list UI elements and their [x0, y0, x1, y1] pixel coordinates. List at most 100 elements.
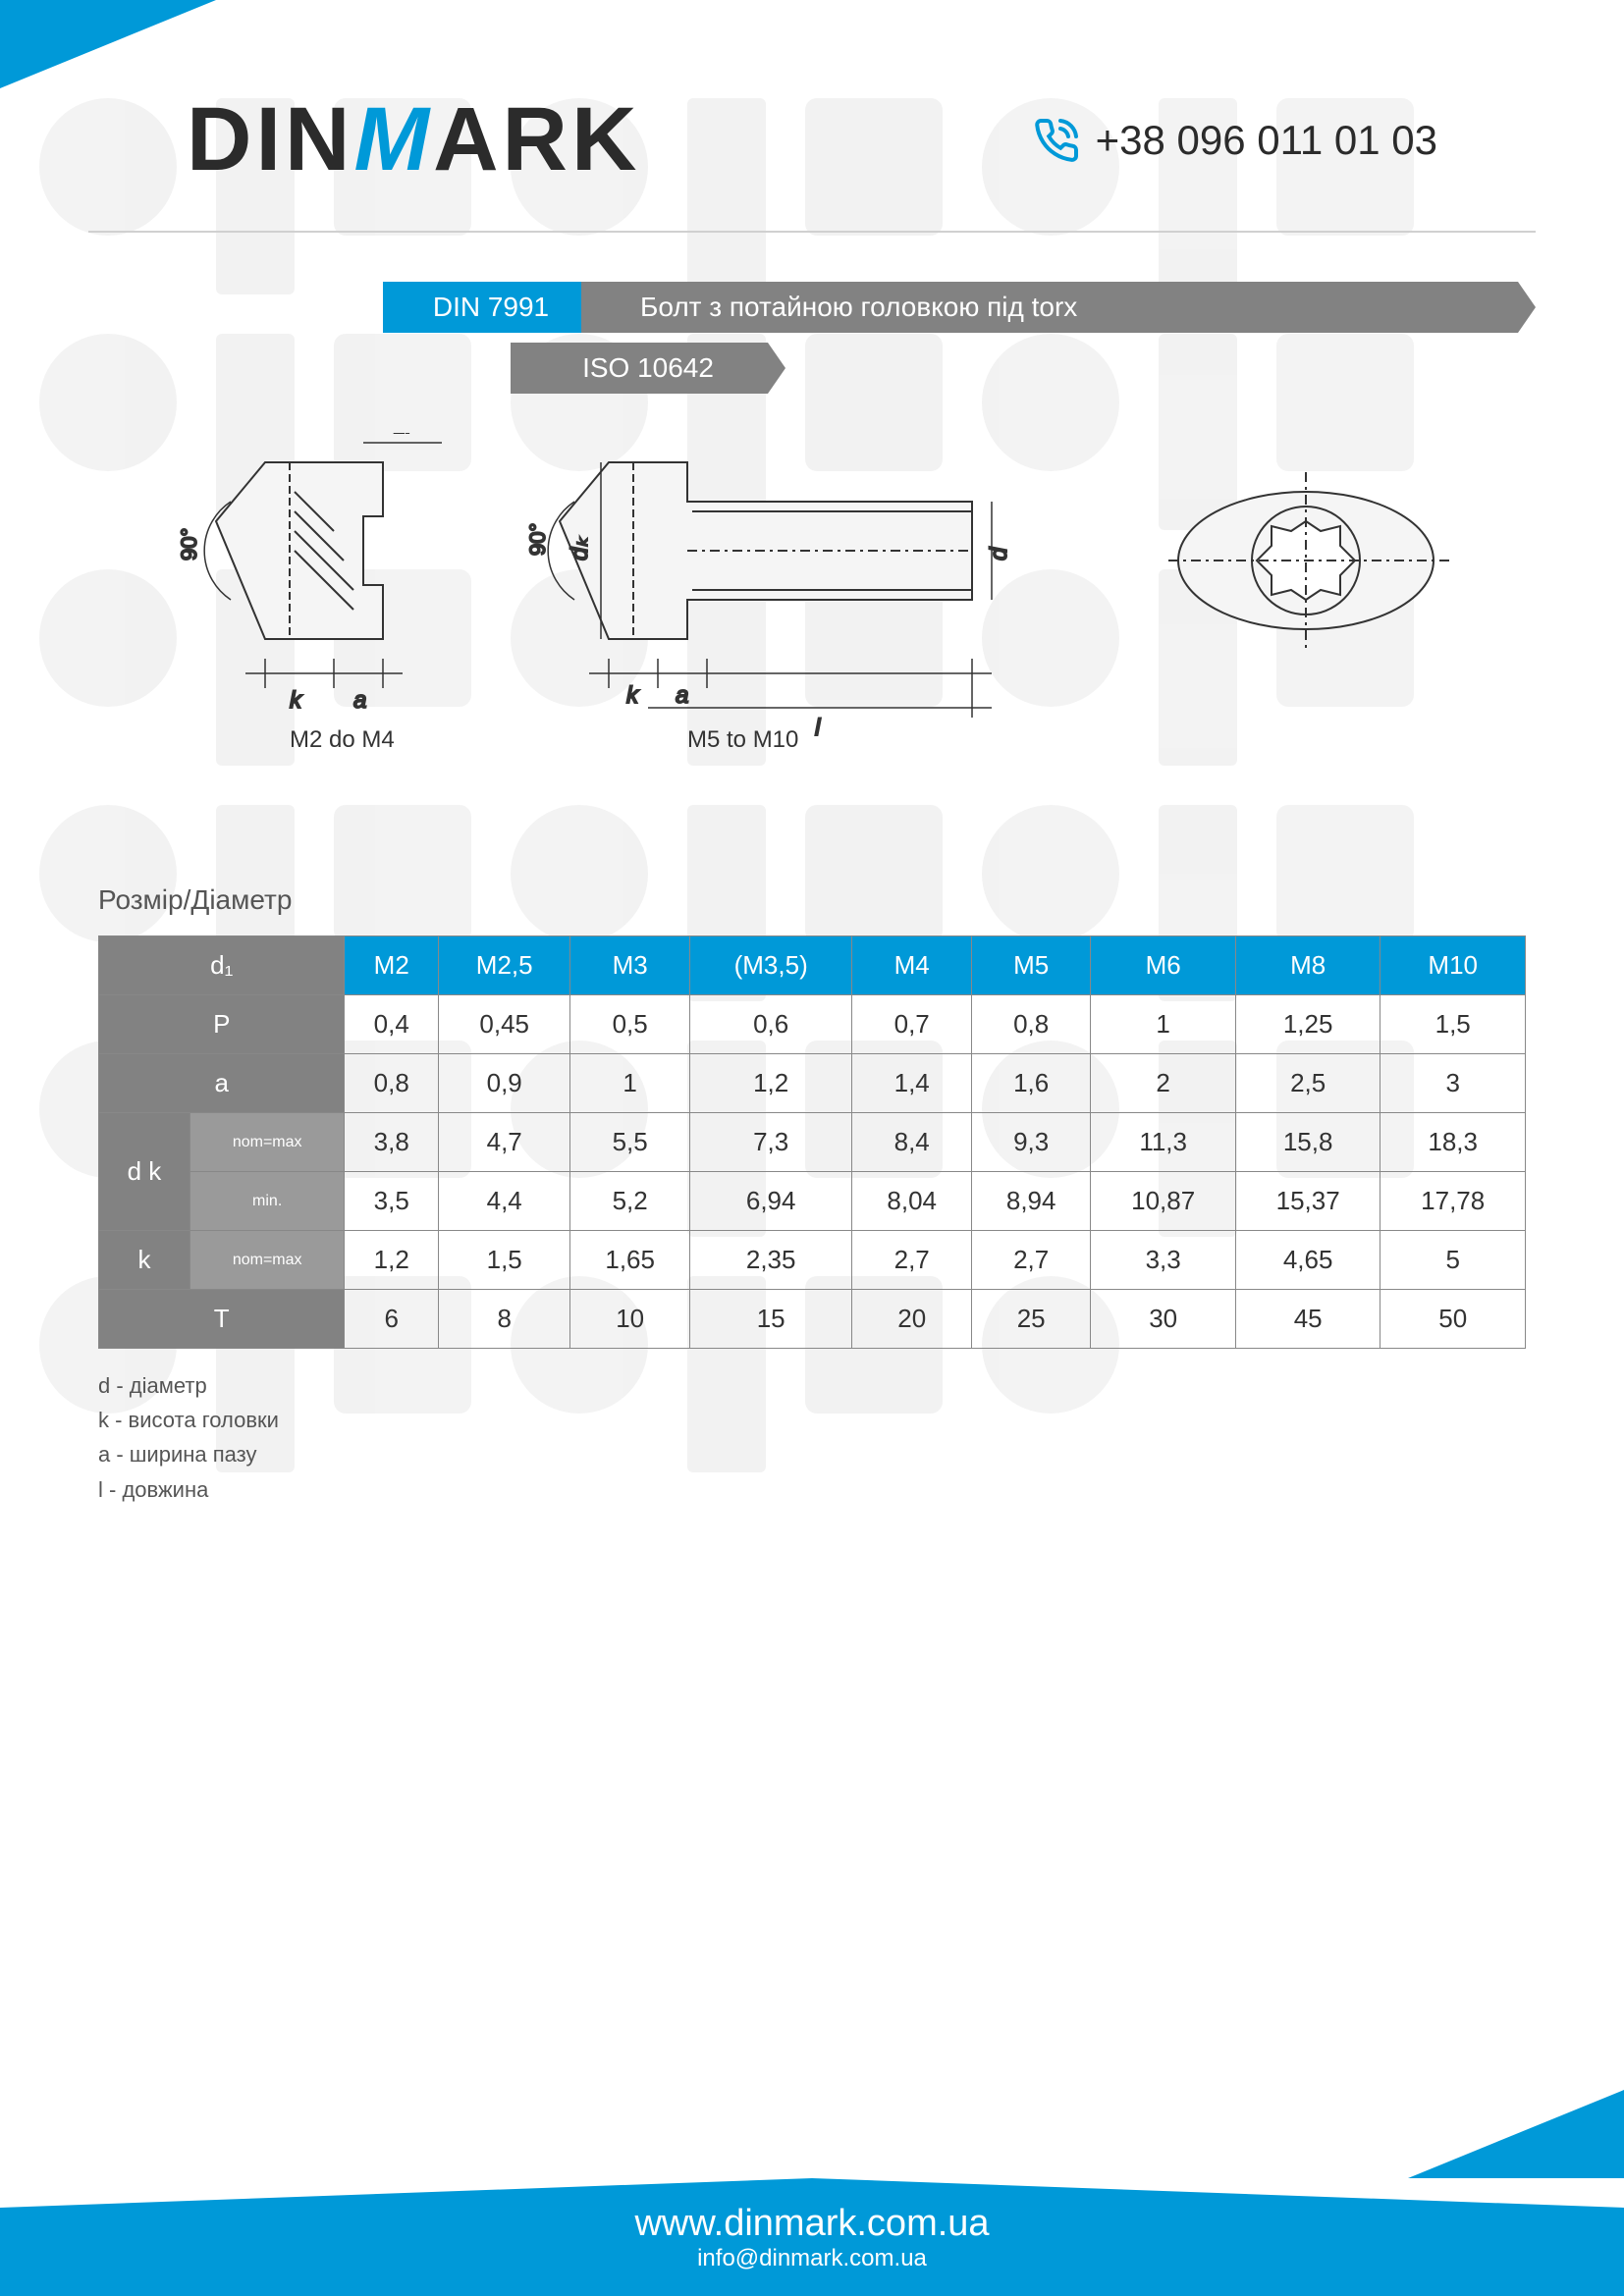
cell: 1,5: [438, 1231, 569, 1290]
footer-email: info@dinmark.com.ua: [697, 2245, 927, 2272]
cell: 1,65: [570, 1231, 689, 1290]
iso-tag: ISO 10642: [511, 343, 785, 394]
cell: 6,94: [689, 1172, 852, 1231]
legend-line: d - діаметр: [98, 1368, 1526, 1403]
cell: 15: [689, 1290, 852, 1349]
cell: 0,8: [345, 1054, 439, 1113]
cell: 6: [345, 1290, 439, 1349]
cell: 4,7: [438, 1113, 569, 1172]
col-header: M8: [1235, 936, 1380, 995]
cell: 0,6: [689, 995, 852, 1054]
cell: 8,94: [971, 1172, 1090, 1231]
cell: 3,5: [345, 1172, 439, 1231]
cell: 8,04: [852, 1172, 971, 1231]
header-label: d₁: [99, 936, 345, 995]
corner-decoration-bottom: [1408, 2090, 1624, 2178]
cell: 3: [1380, 1054, 1526, 1113]
cell: 25: [971, 1290, 1090, 1349]
col-header: M10: [1380, 936, 1526, 995]
cell: 0,45: [438, 995, 569, 1054]
cell: 1: [570, 1054, 689, 1113]
cell: 2,5: [1235, 1054, 1380, 1113]
cell: 4,65: [1235, 1231, 1380, 1290]
col-header: M2: [345, 936, 439, 995]
cell: 3,8: [345, 1113, 439, 1172]
legend-line: a - ширина пазу: [98, 1437, 1526, 1471]
phone: +38 096 011 01 03: [1033, 117, 1437, 164]
cell: 8,4: [852, 1113, 971, 1172]
cell: 17,78: [1380, 1172, 1526, 1231]
logo-accent: M: [353, 89, 433, 189]
dim-k-left: k: [290, 687, 303, 714]
cell: 18,3: [1380, 1113, 1526, 1172]
cell: 15,8: [1235, 1113, 1380, 1172]
cell: 1,2: [345, 1231, 439, 1290]
cell: 0,4: [345, 995, 439, 1054]
dim-d: d: [986, 547, 1012, 561]
footer-url: www.dinmark.com.ua: [634, 2203, 989, 2245]
cell: 7,3: [689, 1113, 852, 1172]
header: DINMARK +38 096 011 01 03: [88, 0, 1536, 233]
dim-a-mid: a: [676, 682, 688, 709]
cell: 1,4: [852, 1054, 971, 1113]
cell: 0,7: [852, 995, 971, 1054]
technical-diagrams: 90° 1P k a M2 do M4 90° dₖ: [98, 433, 1526, 767]
logo-pre: DIN: [187, 89, 353, 189]
logo-post: ARK: [433, 89, 640, 189]
diagram-label-left: M2 do M4: [290, 726, 395, 753]
cell: 11,3: [1091, 1113, 1235, 1172]
cell: 5,2: [570, 1172, 689, 1231]
cell: 1,6: [971, 1054, 1090, 1113]
cell: 0,5: [570, 995, 689, 1054]
cell: 1,2: [689, 1054, 852, 1113]
row-label: T: [99, 1290, 345, 1349]
dim-l: l: [815, 715, 821, 741]
cell: 10: [570, 1290, 689, 1349]
phone-icon: [1033, 117, 1080, 164]
dim-90-left: 90°: [177, 528, 201, 561]
dimensions-table: d₁ M2 M2,5 M3 (M3,5) M4 M5 M6 M8 M10 P0,…: [98, 935, 1526, 1349]
cell: 4,4: [438, 1172, 569, 1231]
cell: 0,8: [971, 995, 1090, 1054]
din-tag: DIN 7991: [383, 282, 599, 333]
legend-line: k - висота головки: [98, 1403, 1526, 1437]
dim-a-left: a: [353, 687, 366, 714]
cell: 2,7: [852, 1231, 971, 1290]
cell: 20: [852, 1290, 971, 1349]
cell: 1,5: [1380, 995, 1526, 1054]
row-sublabel: nom=max: [189, 1231, 345, 1290]
row-label: d k: [99, 1113, 190, 1231]
subtitle-bar: ISO 10642: [88, 343, 1536, 394]
legend-line: l - довжина: [98, 1472, 1526, 1507]
section-title: Розмір/Діаметр: [98, 884, 1526, 916]
logo: DINMARK: [187, 88, 640, 191]
cell: 5,5: [570, 1113, 689, 1172]
col-header: M5: [971, 936, 1090, 995]
row-sublabel: min.: [189, 1172, 345, 1231]
cell: 50: [1380, 1290, 1526, 1349]
dim-1p: 1P: [393, 433, 419, 438]
col-header: M6: [1091, 936, 1235, 995]
legend: d - діаметр k - висота головки a - ширин…: [98, 1368, 1526, 1507]
col-header: M2,5: [438, 936, 569, 995]
cell: 1: [1091, 995, 1235, 1054]
diagram-label-mid: M5 to M10: [687, 726, 798, 753]
dim-90-mid: 90°: [525, 523, 550, 556]
phone-number: +38 096 011 01 03: [1096, 117, 1437, 164]
dim-k-mid: k: [626, 682, 640, 709]
row-label: a: [99, 1054, 345, 1113]
description-tag: Болт з потайною головкою під torx: [581, 282, 1536, 333]
cell: 2: [1091, 1054, 1235, 1113]
col-header: (M3,5): [689, 936, 852, 995]
row-label: k: [99, 1231, 190, 1290]
col-header: M4: [852, 936, 971, 995]
cell: 45: [1235, 1290, 1380, 1349]
cell: 2,35: [689, 1231, 852, 1290]
cell: 1,25: [1235, 995, 1380, 1054]
cell: 5: [1380, 1231, 1526, 1290]
cell: 2,7: [971, 1231, 1090, 1290]
row-label: P: [99, 995, 345, 1054]
cell: 9,3: [971, 1113, 1090, 1172]
title-bar: DIN 7991 Болт з потайною головкою під to…: [88, 282, 1536, 333]
cell: 3,3: [1091, 1231, 1235, 1290]
